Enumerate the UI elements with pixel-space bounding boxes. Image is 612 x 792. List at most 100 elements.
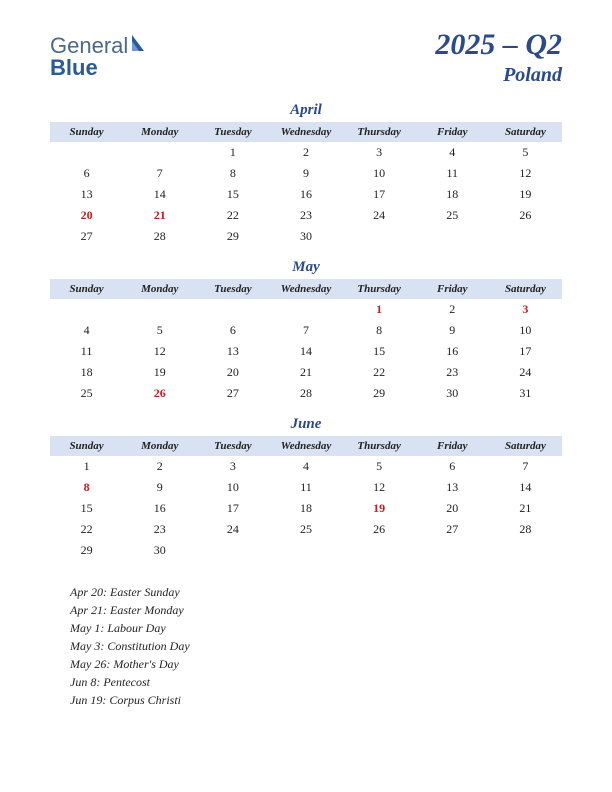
day-header: Thursday: [343, 122, 416, 142]
page-subtitle: Poland: [435, 64, 562, 87]
day-cell: 3: [196, 456, 269, 477]
table-row: 20212223242526: [50, 205, 562, 226]
day-header: Saturday: [489, 279, 562, 299]
day-cell: 18: [50, 362, 123, 383]
day-cell: 4: [50, 320, 123, 341]
day-cell: 26: [343, 519, 416, 540]
day-cell: 22: [343, 362, 416, 383]
day-cell: [343, 226, 416, 247]
day-cell: 22: [196, 205, 269, 226]
day-cell: 25: [50, 383, 123, 404]
day-cell: 5: [489, 142, 562, 163]
day-header: Sunday: [50, 279, 123, 299]
day-cell: 24: [343, 205, 416, 226]
day-cell: 30: [269, 226, 342, 247]
day-cell: 23: [269, 205, 342, 226]
day-cell: [196, 540, 269, 561]
table-row: 2930: [50, 540, 562, 561]
title-block: 2025 – Q2 Poland: [435, 28, 562, 87]
day-cell: 17: [196, 498, 269, 519]
day-cell: 15: [196, 184, 269, 205]
calendar-container: AprilSundayMondayTuesdayWednesdayThursda…: [0, 97, 612, 561]
day-cell: 18: [269, 498, 342, 519]
month-block: AprilSundayMondayTuesdayWednesdayThursda…: [50, 102, 562, 247]
day-cell: 1: [50, 456, 123, 477]
day-cell: 1: [196, 142, 269, 163]
day-cell: 20: [196, 362, 269, 383]
calendar-table: SundayMondayTuesdayWednesdayThursdayFrid…: [50, 279, 562, 404]
day-cell: 1: [343, 299, 416, 320]
calendar-table: SundayMondayTuesdayWednesdayThursdayFrid…: [50, 436, 562, 561]
month-block: June SundayMondayTuesdayWednesdayThursday…: [50, 416, 562, 561]
day-cell: 18: [416, 184, 489, 205]
table-row: 123: [50, 299, 562, 320]
day-cell: 10: [343, 163, 416, 184]
day-header: Sunday: [50, 122, 123, 142]
day-cell: [50, 299, 123, 320]
day-cell: 23: [416, 362, 489, 383]
day-cell: 21: [269, 362, 342, 383]
day-cell: 13: [416, 477, 489, 498]
table-row: 18192021222324: [50, 362, 562, 383]
table-row: 13141516171819: [50, 184, 562, 205]
day-cell: [343, 540, 416, 561]
day-header: Wednesday: [269, 122, 342, 142]
day-cell: 31: [489, 383, 562, 404]
day-cell: 10: [489, 320, 562, 341]
table-row: 6789101112: [50, 163, 562, 184]
day-cell: 28: [269, 383, 342, 404]
day-header: Wednesday: [269, 279, 342, 299]
logo-sail-icon: [130, 33, 148, 59]
day-cell: [50, 142, 123, 163]
day-cell: 21: [489, 498, 562, 519]
day-cell: 4: [269, 456, 342, 477]
day-cell: 22: [50, 519, 123, 540]
month-title: June: [50, 416, 562, 433]
day-cell: 8: [50, 477, 123, 498]
day-cell: [123, 142, 196, 163]
day-cell: 11: [416, 163, 489, 184]
day-cell: 14: [269, 341, 342, 362]
day-cell: 28: [489, 519, 562, 540]
day-cell: 27: [416, 519, 489, 540]
day-cell: 29: [196, 226, 269, 247]
day-cell: [269, 299, 342, 320]
day-cell: 11: [269, 477, 342, 498]
day-header: Thursday: [343, 436, 416, 456]
day-cell: 23: [123, 519, 196, 540]
day-cell: 2: [269, 142, 342, 163]
day-cell: 7: [123, 163, 196, 184]
day-cell: 3: [489, 299, 562, 320]
day-cell: 26: [123, 383, 196, 404]
day-header: Tuesday: [196, 436, 269, 456]
day-cell: 9: [269, 163, 342, 184]
day-cell: 15: [50, 498, 123, 519]
day-header: Friday: [416, 436, 489, 456]
day-cell: 2: [123, 456, 196, 477]
month-title: May: [50, 259, 562, 276]
table-row: 25262728293031: [50, 383, 562, 404]
table-row: 12345: [50, 142, 562, 163]
day-cell: 20: [416, 498, 489, 519]
day-cell: 27: [196, 383, 269, 404]
day-cell: 5: [343, 456, 416, 477]
day-cell: 4: [416, 142, 489, 163]
day-header: Saturday: [489, 436, 562, 456]
holiday-item: Apr 21: Easter Monday: [70, 601, 562, 619]
day-cell: 16: [416, 341, 489, 362]
day-header: Monday: [123, 122, 196, 142]
day-cell: 7: [269, 320, 342, 341]
holiday-item: May 3: Constitution Day: [70, 637, 562, 655]
day-cell: 28: [123, 226, 196, 247]
table-row: 22232425262728: [50, 519, 562, 540]
day-cell: 12: [343, 477, 416, 498]
holiday-item: Apr 20: Easter Sunday: [70, 583, 562, 601]
day-cell: 24: [196, 519, 269, 540]
holiday-item: May 1: Labour Day: [70, 619, 562, 637]
day-cell: 19: [123, 362, 196, 383]
day-cell: 21: [123, 205, 196, 226]
day-cell: [269, 540, 342, 561]
calendar-table: SundayMondayTuesdayWednesdayThursdayFrid…: [50, 122, 562, 247]
table-row: 1234567: [50, 456, 562, 477]
day-cell: 16: [123, 498, 196, 519]
